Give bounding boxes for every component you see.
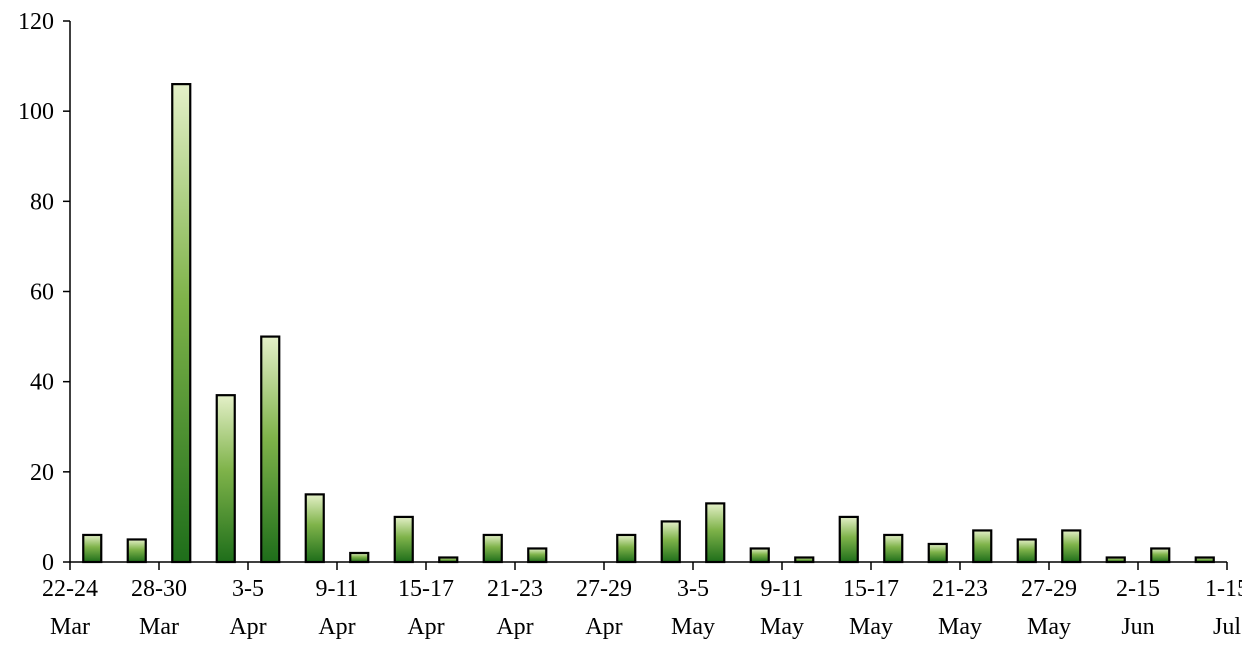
bar	[260, 335, 281, 564]
y-tick-labels: 0 20 40 60 80 100 120	[18, 9, 54, 576]
bar	[1061, 529, 1082, 564]
x-tick-labels: 22-24 Mar 28-30 Mar 3-5 Apr 9-11 Apr 15-17 Apr 21-…	[42, 576, 1242, 640]
x-tick-month-label: Mar	[50, 614, 90, 640]
bar	[972, 529, 993, 564]
x-tick-month-label: May	[671, 614, 715, 640]
bar	[349, 551, 370, 564]
x-tick-month-label: May	[849, 614, 893, 640]
bar	[482, 533, 503, 564]
x-tick-label: 15-17	[843, 576, 899, 602]
x-tick-month-label: Jul	[1213, 614, 1241, 640]
x-tick-label: 3-5	[232, 576, 264, 602]
x-tick-label: 22-24	[42, 576, 98, 602]
x-tick-month-label: Apr	[318, 614, 355, 640]
axes	[63, 20, 1228, 570]
bar	[660, 520, 681, 564]
bar	[82, 533, 103, 564]
y-tick-label: 40	[30, 370, 54, 396]
bar	[1105, 556, 1126, 564]
bar	[705, 502, 726, 564]
y-tick-label: 60	[30, 280, 54, 306]
x-tick-month-label: Apr	[585, 614, 622, 640]
bar	[794, 556, 815, 564]
x-tick-month-label: Apr	[496, 614, 533, 640]
bar	[215, 394, 236, 564]
x-tick-label: 9-11	[760, 576, 803, 602]
x-tick-label: 21-23	[932, 576, 988, 602]
x-tick-label: 21-23	[487, 576, 543, 602]
x-tick-label: 15-17	[398, 576, 454, 602]
bar	[927, 542, 948, 564]
bar	[438, 556, 459, 564]
x-tick-month-label: Mar	[139, 614, 179, 640]
bar	[304, 493, 325, 564]
x-tick-month-label: May	[760, 614, 804, 640]
bar	[616, 533, 637, 564]
x-tick-label: 28-30	[131, 576, 187, 602]
x-tick-month-label: Apr	[229, 614, 266, 640]
bar	[838, 515, 859, 564]
y-tick-label: 0	[42, 550, 54, 576]
x-tick-month-label: May	[938, 614, 982, 640]
bar	[1194, 556, 1215, 564]
bar	[393, 515, 414, 564]
y-tick-label: 20	[30, 460, 54, 486]
x-tick-month-label: Jun	[1121, 614, 1154, 640]
y-tick-label: 80	[30, 189, 54, 215]
bar	[126, 538, 147, 564]
x-tick-label: 2-15	[1116, 576, 1160, 602]
x-tick-label: 27-29	[576, 576, 632, 602]
x-tick-label: 9-11	[315, 576, 358, 602]
x-tick-label: 1-15	[1205, 576, 1242, 602]
y-tick-label: 100	[18, 99, 54, 125]
x-tick-label: 3-5	[677, 576, 709, 602]
bar	[1016, 538, 1037, 564]
y-tick-label: 120	[18, 9, 54, 35]
bar	[749, 547, 770, 564]
x-tick-label: 27-29	[1021, 576, 1077, 602]
bar	[527, 547, 548, 564]
bars	[82, 83, 1215, 564]
x-tick-month-label: Apr	[407, 614, 444, 640]
bar	[171, 83, 192, 564]
bar	[883, 533, 904, 564]
x-tick-month-label: May	[1027, 614, 1071, 640]
bar	[1150, 547, 1171, 564]
